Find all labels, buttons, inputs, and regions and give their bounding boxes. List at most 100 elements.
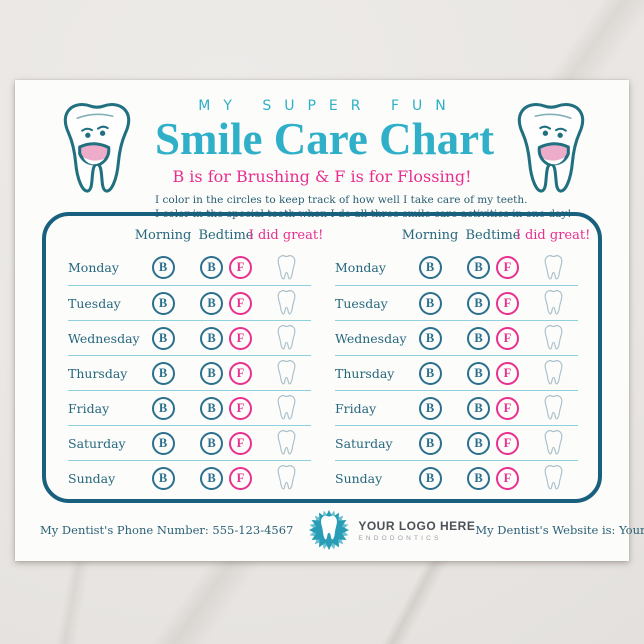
tooth-outline-icon — [544, 325, 562, 350]
bedtime-floss-circle: F — [496, 326, 519, 350]
did-great-cell — [533, 323, 573, 353]
tooth-mascot-icon — [63, 103, 131, 193]
day-label: Tuesday — [335, 295, 388, 311]
morning-brush-circle: B — [418, 361, 442, 385]
smile-care-chart-flyer: MY SUPER FUN Smile Care Chart B is for B… — [15, 80, 644, 561]
did-great-cell — [533, 463, 573, 493]
tooth-outline-icon — [544, 465, 562, 490]
bedtime-brush-circle: B — [467, 326, 490, 350]
week-table-left: Morning Bedtime I did great! Monday B B … — [68, 221, 324, 499]
bedtime-floss-circle: F — [229, 256, 252, 279]
tooth-outline-icon — [544, 430, 562, 455]
bedtime-brush-circle: B — [467, 396, 490, 420]
morning-brush-circle: B — [418, 291, 442, 315]
morning-cell: B — [140, 256, 186, 279]
bedtime-cell: B F — [186, 361, 266, 385]
did-great-cell — [533, 288, 573, 318]
dentist-phone-text: My Dentist's Phone Number: 555-123-4567 — [40, 523, 294, 537]
did-great-cell — [533, 428, 573, 458]
chart-day-row: Monday B B F — [335, 250, 578, 285]
bedtime-cell: B F — [453, 361, 533, 385]
tooth-outline-icon — [544, 254, 562, 279]
tooth-outline-icon — [277, 290, 295, 315]
column-headers: Morning Bedtime I did great! — [68, 221, 324, 250]
day-label: Thursday — [335, 365, 395, 381]
bedtime-brush-circle: B — [200, 326, 223, 350]
morning-brush-circle: B — [418, 256, 442, 279]
morning-brush-circle: B — [151, 291, 175, 315]
did-great-cell — [266, 288, 306, 318]
morning-brush-circle: B — [418, 466, 442, 490]
bedtime-cell: B F — [453, 396, 533, 420]
bedtime-floss-circle: F — [496, 291, 519, 315]
chart-day-row: Saturday B B F — [68, 425, 311, 460]
day-label: Saturday — [335, 435, 393, 451]
bedtime-brush-circle: B — [467, 431, 490, 455]
bedtime-cell: B F — [186, 431, 266, 455]
morning-brush-circle: B — [151, 466, 175, 490]
bedtime-floss-circle: F — [496, 256, 519, 279]
bedtime-floss-circle: F — [229, 431, 252, 455]
chart-day-row: Thursday B B F — [335, 355, 578, 390]
logo-text: YOUR LOGO HERE — [358, 518, 476, 533]
logo-subtext: ENDODONTICS — [358, 534, 442, 542]
chart-day-row: Friday B B F — [335, 390, 578, 425]
tooth-outline-icon — [277, 325, 295, 350]
bedtime-brush-circle: B — [200, 256, 223, 279]
day-label: Monday — [68, 260, 119, 275]
bedtime-floss-circle: F — [229, 396, 252, 420]
morning-cell: B — [407, 256, 453, 279]
tooth-mascot-icon — [517, 103, 585, 193]
bedtime-floss-circle: F — [229, 326, 252, 350]
tooth-outline-icon — [277, 360, 295, 385]
morning-cell: B — [140, 361, 186, 385]
day-label: Tuesday — [68, 295, 121, 311]
column-header-did-great: I did great! — [248, 228, 324, 243]
did-great-cell — [266, 253, 306, 283]
bedtime-cell: B F — [186, 326, 266, 350]
chart-day-row: Monday B B F — [68, 250, 311, 285]
bedtime-brush-circle: B — [467, 466, 490, 490]
morning-brush-circle: B — [151, 256, 175, 279]
tooth-outline-icon — [544, 395, 562, 420]
bedtime-brush-circle: B — [467, 291, 490, 315]
column-header-bedtime: Bedtime — [465, 228, 521, 243]
morning-cell: B — [407, 396, 453, 420]
page-title: Smile Care Chart — [155, 114, 495, 164]
day-label: Friday — [68, 400, 110, 416]
did-great-cell — [533, 358, 573, 388]
chart-day-row: Friday B B F — [68, 390, 311, 425]
bedtime-floss-circle: F — [229, 361, 252, 385]
bedtime-floss-circle: F — [496, 466, 519, 490]
bedtime-floss-circle: F — [496, 396, 519, 420]
morning-brush-circle: B — [151, 431, 175, 455]
bedtime-brush-circle: B — [467, 361, 490, 385]
day-label: Wednesday — [335, 330, 407, 346]
tooth-outline-icon — [277, 395, 295, 420]
bedtime-cell: B F — [186, 396, 266, 420]
bedtime-brush-circle: B — [200, 396, 223, 420]
bedtime-floss-circle: F — [496, 361, 519, 385]
tooth-outline-icon — [277, 465, 295, 490]
morning-brush-circle: B — [418, 326, 442, 350]
chart-day-row: Wednesday B B F — [335, 320, 578, 355]
bedtime-brush-circle: B — [200, 361, 223, 385]
did-great-cell — [266, 358, 306, 388]
morning-cell: B — [407, 466, 453, 490]
logo-words: YOUR LOGO HERE ENDODONTICS — [358, 519, 475, 542]
day-label: Sunday — [335, 470, 383, 486]
logo-tooth-icon — [309, 509, 350, 551]
day-label: Monday — [335, 260, 386, 275]
bedtime-floss-circle: F — [229, 466, 252, 490]
morning-brush-circle: B — [418, 396, 442, 420]
morning-cell: B — [407, 361, 453, 385]
did-great-cell — [533, 253, 573, 283]
tooth-outline-icon — [277, 430, 295, 455]
chart-day-row: Wednesday B B F — [68, 320, 311, 355]
bedtime-cell: B F — [186, 291, 266, 315]
morning-cell: B — [140, 291, 186, 315]
chart-day-row: Saturday B B F — [335, 425, 578, 460]
column-header-morning: Morning — [134, 228, 192, 243]
morning-cell: B — [140, 396, 186, 420]
super-title: MY SUPER FUN — [198, 98, 459, 114]
